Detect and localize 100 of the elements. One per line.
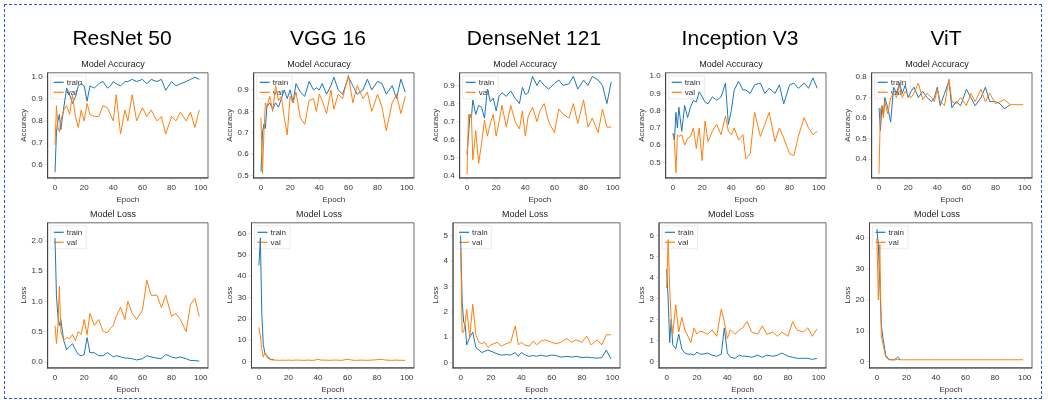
- chart-title: DenseNet 121: [466, 26, 602, 50]
- x-tick-label: 100: [812, 182, 826, 192]
- y-tick-label: 2: [649, 314, 655, 324]
- x-axis-title: Epoch: [940, 195, 964, 205]
- x-tick-label: 20: [79, 182, 90, 192]
- legend-label: val: [678, 237, 689, 247]
- y-tick-label: 0: [242, 356, 248, 366]
- x-axis-title: Epoch: [731, 385, 754, 395]
- y-tick-label: 0.6: [31, 159, 44, 169]
- x-tick-label: 40: [314, 182, 325, 192]
- y-tick-label: 0.5: [443, 153, 456, 163]
- legend-label: val: [66, 237, 78, 247]
- y-tick-label: 10: [237, 335, 248, 345]
- y-tick-label: 0.5: [31, 326, 44, 336]
- y-tick-label: 0.8: [649, 105, 662, 115]
- y-tick-label: 4: [443, 256, 449, 266]
- y-tick-label: 0.8: [31, 116, 44, 126]
- x-tick-label: 60: [961, 182, 972, 192]
- y-tick-label: 20: [855, 295, 866, 305]
- y-tick-label: 40: [855, 233, 866, 243]
- x-tick-label: 0: [258, 182, 264, 192]
- y-axis-title: Loss: [19, 286, 28, 304]
- y-tick-label: 60: [237, 228, 248, 238]
- y-tick-label: 0.4: [855, 154, 868, 164]
- legend-label: train: [270, 227, 287, 237]
- legend-label: val: [270, 237, 281, 247]
- y-axis-title: Accuracy: [19, 108, 28, 142]
- x-tick-label: 80: [167, 372, 177, 382]
- chart-subtitle: Model Accuracy: [81, 58, 146, 69]
- chart-title: Model Loss: [707, 208, 755, 219]
- x-tick-label: 80: [372, 372, 383, 382]
- x-tick-label: 20: [285, 182, 296, 192]
- x-axis-title: Epoch: [734, 195, 758, 205]
- x-tick-label: 80: [373, 182, 383, 192]
- chart-title: ViT: [930, 26, 962, 50]
- x-tick-label: 100: [400, 182, 414, 192]
- x-axis-title: Epoch: [528, 195, 552, 205]
- x-tick-label: 40: [722, 372, 733, 382]
- y-tick-label: 0.7: [855, 92, 868, 102]
- y-tick-label: 0.7: [649, 123, 662, 133]
- y-tick-label: 0.8: [443, 98, 456, 108]
- x-tick-label: 80: [991, 182, 1001, 192]
- x-tick-label: 0: [52, 182, 58, 192]
- x-tick-label: 40: [108, 182, 119, 192]
- x-tick-label: 0: [458, 372, 464, 382]
- x-tick-label: 60: [961, 372, 971, 382]
- x-axis-title: Epoch: [939, 385, 963, 395]
- x-tick-label: 60: [343, 182, 354, 192]
- x-tick-label: 100: [194, 372, 208, 382]
- chart-title: ResNet 50: [72, 26, 172, 50]
- legend-label: train: [66, 77, 83, 87]
- legend-label: train: [684, 77, 701, 87]
- x-tick-label: 60: [753, 372, 763, 382]
- legend-label: train: [678, 227, 694, 237]
- x-tick-label: 0: [256, 372, 262, 382]
- y-tick-label: 0.0: [31, 356, 44, 366]
- y-tick-label: 40: [237, 271, 248, 281]
- x-tick-label: 40: [516, 372, 527, 382]
- y-tick-label: 50: [237, 249, 248, 259]
- y-tick-label: 0.5: [855, 133, 868, 143]
- y-tick-label: 0.4: [443, 171, 456, 181]
- chart-title: Model Loss: [89, 208, 137, 219]
- chart-title: Model Loss: [295, 208, 343, 219]
- y-axis-title: Accuracy: [431, 108, 440, 142]
- y-tick-label: 20: [237, 313, 248, 323]
- x-tick-label: 60: [137, 182, 148, 192]
- x-tick-label: 40: [931, 372, 941, 382]
- y-tick-label: 5: [443, 230, 449, 240]
- y-tick-label: 2.0: [31, 236, 44, 246]
- x-tick-label: 20: [903, 182, 914, 192]
- y-tick-label: 0.6: [237, 149, 250, 159]
- chart-title: VGG 16: [290, 26, 366, 50]
- y-axis-title: Accuracy: [637, 108, 646, 142]
- x-tick-label: 20: [901, 372, 912, 382]
- y-tick-label: 0.9: [31, 94, 44, 104]
- y-tick-label: 30: [237, 292, 248, 302]
- chart-subtitle: Model Accuracy: [493, 58, 558, 69]
- x-axis-title: Epoch: [322, 195, 346, 205]
- y-tick-label: 10: [855, 325, 866, 335]
- y-tick-label: 0.8: [237, 106, 250, 116]
- x-tick-label: 60: [137, 372, 148, 382]
- x-axis-title: Epoch: [321, 385, 345, 395]
- x-axis-title: Epoch: [525, 385, 548, 395]
- x-tick-label: 20: [79, 372, 90, 382]
- x-tick-label: 80: [577, 372, 588, 382]
- legend-label: val: [684, 87, 696, 97]
- y-tick-label: 1.0: [31, 296, 44, 306]
- x-tick-label: 100: [811, 372, 826, 382]
- y-tick-label: 30: [855, 264, 866, 274]
- x-tick-label: 0: [664, 372, 670, 382]
- y-tick-label: 6: [649, 230, 655, 240]
- y-axis-title: Loss: [843, 286, 852, 304]
- x-tick-label: 40: [932, 182, 943, 192]
- legend-label: val: [888, 237, 899, 247]
- x-tick-label: 80: [990, 372, 1001, 382]
- x-axis-title: Epoch: [116, 195, 140, 205]
- x-tick-label: 60: [547, 372, 557, 382]
- x-tick-label: 100: [194, 182, 208, 192]
- chart-title: Inception V3: [681, 26, 799, 50]
- x-tick-label: 0: [670, 182, 676, 192]
